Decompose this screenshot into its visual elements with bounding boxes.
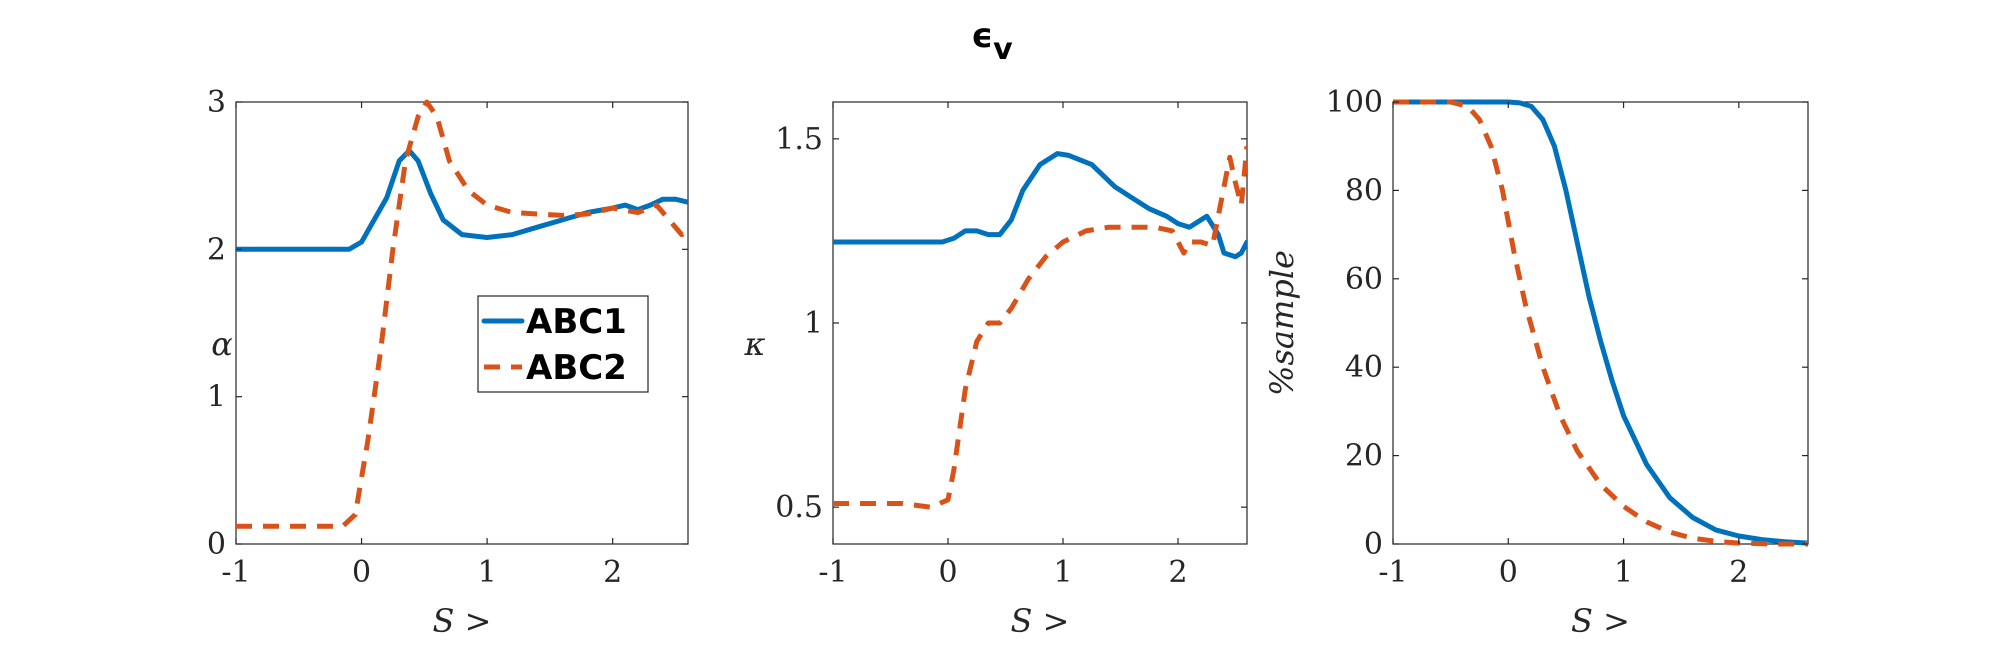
figure-title: ϵv [971, 16, 1013, 67]
y-axis-label-0: α [211, 325, 233, 363]
x-tick-label-0-1: 0 [352, 555, 371, 590]
x-tick-label-1-2: 1 [1053, 555, 1072, 590]
y-tick-label-1-2: 1.5 [775, 122, 823, 157]
y-tick-label-0-1: 1 [207, 380, 226, 415]
y-tick-label-0-0: 0 [207, 527, 226, 562]
y-tick-label-2-0: 0 [1364, 527, 1383, 562]
x-axis-label-2: S > [1571, 602, 1630, 640]
x-tick-label-2-2: 1 [1614, 555, 1633, 590]
y-tick-label-1-0: 0.5 [775, 490, 823, 525]
y-tick-label-2-4: 80 [1345, 173, 1383, 208]
series-line-abc2-2 [1393, 99, 1808, 547]
legend-box [477, 295, 649, 393]
plot-frame-2 [1392, 101, 1809, 545]
y-tick-label-0-2: 2 [207, 232, 226, 267]
y-axis-label-2: %sample [1263, 250, 1301, 396]
figure-title-base: ϵ [971, 16, 993, 56]
y-tick-label-2-5: 100 [1326, 85, 1383, 120]
y-tick-label-0-3: 3 [207, 85, 226, 120]
series-line-abc1-2 [1393, 99, 1808, 546]
x-tick-label-0-2: 1 [478, 555, 497, 590]
x-tick-label-1-1: 0 [938, 555, 957, 590]
y-tick-label-2-2: 40 [1345, 350, 1383, 385]
y-tick-label-2-1: 20 [1345, 439, 1383, 474]
y-tick-label-2-3: 60 [1345, 262, 1383, 297]
x-tick-label-0-3: 2 [603, 555, 622, 590]
series-line-abc1-0 [236, 148, 688, 252]
x-axis-label-1: S > [1011, 602, 1070, 640]
x-tick-label-0-0: -1 [221, 555, 250, 590]
y-tick-label-1-1: 1 [804, 306, 823, 341]
panel-kappa: -1 0 1 2 0.5 1 1.5 S > κ [744, 101, 1248, 640]
x-tick-label-2-1: 0 [1499, 555, 1518, 590]
x-tick-label-1-3: 2 [1168, 555, 1187, 590]
legend-label-abc1: ABC1 [526, 302, 627, 342]
svg-text:ϵv: ϵv [971, 16, 1013, 67]
legend: ABC1 ABC2 [477, 295, 649, 393]
legend-label-abc2: ABC2 [526, 348, 627, 388]
plot-frame-1 [832, 101, 1248, 545]
x-tick-label-2-3: 2 [1729, 555, 1748, 590]
series-line-abc2-0 [236, 99, 688, 529]
x-tick-label-1-0: -1 [818, 555, 847, 590]
x-axis-label-0: S > [433, 602, 492, 640]
x-tick-label-2-0: -1 [1378, 555, 1407, 590]
figure-title-sub: v [993, 32, 1013, 67]
y-axis-label-1: κ [744, 325, 766, 363]
series-line-abc2-1 [833, 145, 1247, 510]
